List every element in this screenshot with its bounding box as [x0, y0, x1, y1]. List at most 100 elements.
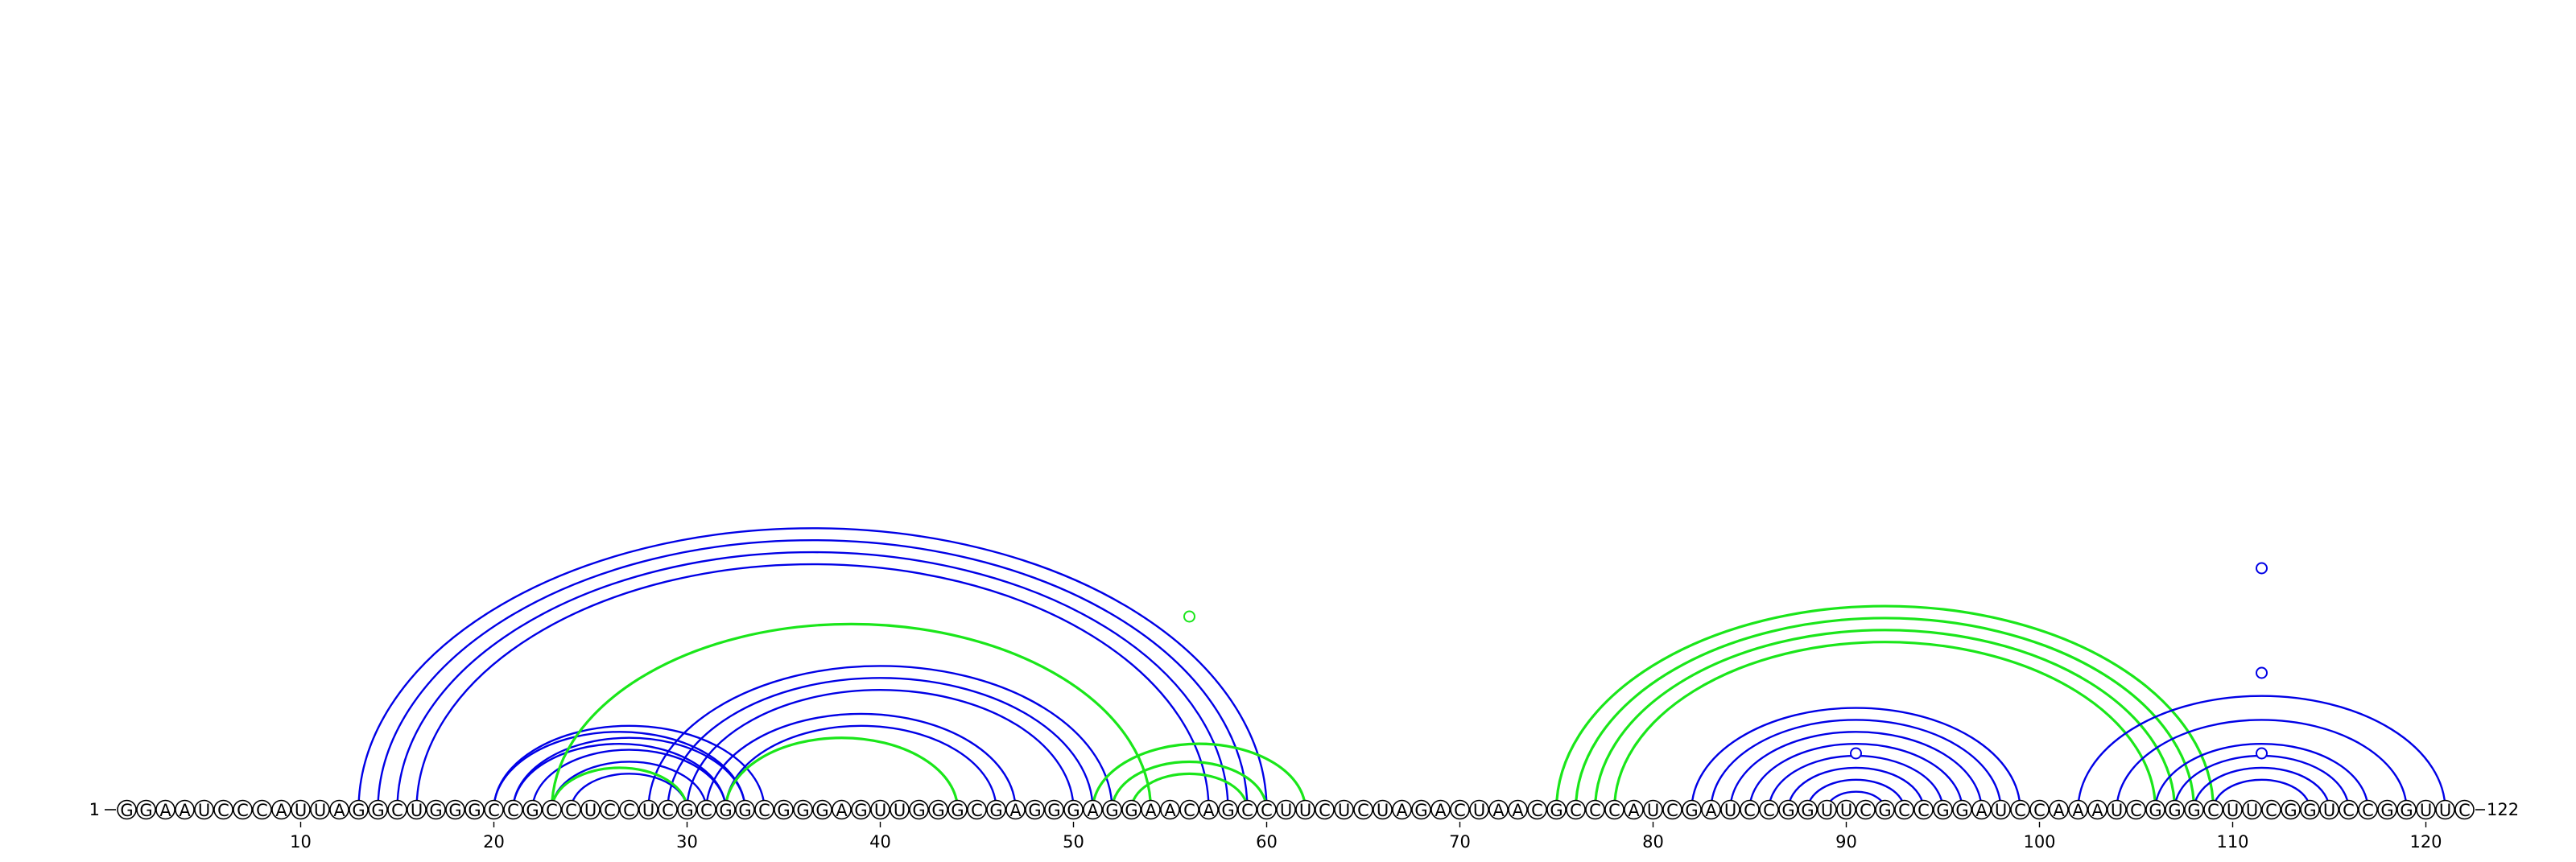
nucleotide-letter: A [333, 801, 345, 820]
nucleotide-letter: G [352, 801, 365, 820]
nucleotide-letter: C [2207, 801, 2219, 820]
nucleotide-letter: C [1860, 801, 1872, 820]
nucleotide-13: G [349, 799, 369, 820]
nucleotide-64: U [1334, 799, 1354, 820]
nucleotide-49: G [1044, 799, 1064, 820]
nucleotide-38: A [832, 799, 852, 820]
nucleotide-34: C [754, 799, 774, 820]
nucleotide-letter: G [1955, 801, 1968, 820]
nucleotide-letter: G [854, 801, 867, 820]
nucleotide-letter: U [1338, 801, 1350, 820]
nucleotide-letter: G [2380, 801, 2393, 820]
nucleotide-letter: G [2168, 801, 2181, 820]
nucleotide-letter: A [179, 801, 191, 820]
pair-arc-104-119 [2116, 719, 2408, 810]
nucleotide-letter: U [1821, 801, 1833, 820]
tick-label-90: 90 [1835, 832, 1857, 852]
nucleotide-letter: A [159, 801, 171, 820]
nucleotide-10: U [291, 799, 311, 820]
nucleotide-5: U [194, 799, 214, 820]
nucleotide-letter: G [912, 801, 925, 820]
pair-arc-77-107 [1593, 629, 2177, 810]
nucleotide-letter: A [1435, 801, 1447, 820]
nucleotide-letter: C [1898, 801, 1910, 820]
pair-arc-32-46 [724, 724, 997, 810]
nucleotide-32: G [716, 799, 736, 820]
nucleotide-61: U [1276, 799, 1296, 820]
nucleotide-letter: G [680, 801, 693, 820]
nucleotide-letter: G [1801, 801, 1814, 820]
nucleotide-121: U [2435, 799, 2455, 820]
nucleotide-letter: G [2149, 801, 2161, 820]
nucleotide-letter: C [256, 801, 268, 820]
nucleotide-letter: C [1261, 801, 1273, 820]
nucleotide-letter: C [488, 801, 500, 820]
markers-layer [1183, 562, 2268, 760]
nucleotide-letter: G [931, 801, 944, 820]
nucleotide-letter: A [1396, 801, 1408, 820]
nucleotide-31: C [696, 799, 716, 820]
nucleotide-115: U [2319, 799, 2339, 820]
nucleotide-letter: G [719, 801, 732, 820]
nucleotide-letter: G [2400, 801, 2413, 820]
nucleotide-letter: C [1666, 801, 1678, 820]
nucleotide-letter: G [1878, 801, 1891, 820]
arc-marker-5 [2256, 747, 2268, 760]
nucleotide-letter: U [2227, 801, 2239, 820]
nucleotide-53: G [1121, 799, 1141, 820]
nucleotide-72: A [1488, 799, 1509, 820]
nucleotide-77: C [1585, 799, 1605, 820]
nucleotide-119: G [2396, 799, 2417, 820]
tick-label-100: 100 [2023, 832, 2055, 852]
pair-arc-13-60 [357, 527, 1268, 810]
pair-arc-86-95 [1768, 754, 1944, 810]
nucleotide-37: G [812, 799, 832, 820]
nucleotide-69: A [1430, 799, 1451, 820]
tick-label-50: 50 [1063, 832, 1084, 852]
nucleotide-letter: G [951, 801, 964, 820]
nucleotide-letter: C [2014, 801, 2026, 820]
nucleotide-letter: G [1414, 801, 1427, 820]
nucleotide-letter: G [1221, 801, 1234, 820]
nucleotide-letter: C [546, 801, 558, 820]
nucleotide-letter: U [198, 801, 210, 820]
nucleotide-22: G [522, 799, 543, 820]
nucleotide-102: A [2068, 799, 2088, 820]
nucleotide-letter: G [1781, 801, 1794, 820]
nucleotide-113: G [2281, 799, 2301, 820]
nucleotide-85: C [1740, 799, 1760, 820]
nucleotide-letter: C [1454, 801, 1466, 820]
nucleotide-116: C [2339, 799, 2359, 820]
pair-arc-51-62 [1091, 742, 1307, 810]
nucleotide-120: U [2416, 799, 2436, 820]
pair-arc-78-106 [1612, 641, 2157, 810]
nucleotide-letter: G [1028, 801, 1041, 820]
nucleotide-letter: C [1589, 801, 1601, 820]
nucleotide-55: A [1160, 799, 1180, 820]
nucleotide-74: C [1527, 799, 1547, 820]
nucleotide-letter: A [1203, 801, 1215, 820]
nucleotide-107: G [2165, 799, 2185, 820]
nucleotide-82: G [1682, 799, 1702, 820]
nucleotide-letter: G [796, 801, 809, 820]
nucleotide-39: G [851, 799, 871, 820]
nucleotide-letter: C [1241, 801, 1253, 820]
pair-arc-109-114 [2212, 778, 2311, 810]
nucleotide-111: U [2242, 799, 2262, 820]
nucleotide-letter: C [662, 801, 674, 820]
pair-arc-82-99 [1690, 707, 2021, 810]
nucleotide-27: C [619, 799, 639, 820]
nucleotide-43: G [928, 799, 948, 820]
nucleotide-44: G [947, 799, 968, 820]
nucleotide-letter: U [1299, 801, 1311, 820]
nucleotide-65: C [1353, 799, 1373, 820]
nucleotide-98: U [1991, 799, 2011, 820]
nucleotide-letter: G [2303, 801, 2316, 820]
nucleotide-67: A [1392, 799, 1412, 820]
nucleotide-letter: U [1840, 801, 1852, 820]
pair-arc-52-60 [1110, 760, 1269, 810]
nucleotide-78: C [1604, 799, 1624, 820]
nucleotide-letter: G [468, 801, 481, 820]
nucleotide-103: A [2087, 799, 2107, 820]
arc-marker-4 [2256, 666, 2268, 679]
